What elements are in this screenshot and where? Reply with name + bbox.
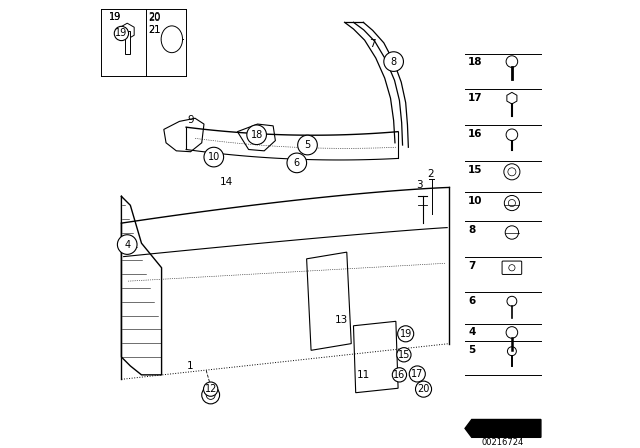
- Text: 6: 6: [294, 158, 300, 168]
- Circle shape: [397, 348, 411, 362]
- Text: 21: 21: [148, 26, 161, 35]
- Text: 20: 20: [148, 12, 161, 22]
- Text: 5: 5: [468, 345, 476, 355]
- Text: 19: 19: [109, 12, 122, 22]
- Text: 19: 19: [115, 29, 127, 39]
- Text: 9: 9: [188, 115, 194, 125]
- Text: 12: 12: [204, 384, 217, 394]
- Circle shape: [204, 147, 223, 167]
- Text: 6: 6: [468, 296, 476, 306]
- Text: 18: 18: [468, 57, 483, 68]
- Text: 1: 1: [188, 361, 194, 371]
- Text: 17: 17: [411, 369, 424, 379]
- Circle shape: [287, 153, 307, 172]
- Text: 10: 10: [207, 152, 220, 162]
- Bar: [125, 31, 130, 54]
- Text: 15: 15: [397, 350, 410, 360]
- Circle shape: [298, 135, 317, 155]
- Text: 17: 17: [468, 93, 483, 103]
- Circle shape: [415, 381, 431, 397]
- Text: 3: 3: [416, 180, 422, 190]
- Polygon shape: [465, 419, 541, 437]
- Text: 16: 16: [468, 129, 483, 139]
- Text: 16: 16: [394, 370, 406, 380]
- Circle shape: [384, 52, 403, 71]
- Text: 14: 14: [220, 177, 233, 187]
- Text: 18: 18: [250, 130, 263, 140]
- Text: 5: 5: [305, 140, 310, 150]
- Circle shape: [117, 235, 137, 254]
- Circle shape: [202, 386, 220, 404]
- Circle shape: [115, 26, 129, 41]
- Circle shape: [397, 326, 413, 342]
- Circle shape: [409, 366, 426, 382]
- Text: 00216724: 00216724: [482, 438, 524, 447]
- FancyBboxPatch shape: [502, 261, 522, 275]
- Circle shape: [392, 368, 406, 382]
- Text: 20: 20: [417, 384, 429, 394]
- Text: 11: 11: [357, 370, 371, 380]
- Text: 7: 7: [369, 39, 376, 49]
- Text: 15: 15: [468, 164, 483, 175]
- Text: 4: 4: [124, 240, 131, 250]
- Text: 8: 8: [390, 56, 397, 67]
- Text: 20: 20: [148, 13, 161, 23]
- Text: 7: 7: [468, 261, 476, 271]
- Ellipse shape: [161, 26, 182, 53]
- Text: 8: 8: [468, 225, 476, 235]
- Text: 2: 2: [428, 169, 434, 179]
- Text: 10: 10: [468, 196, 483, 206]
- Circle shape: [247, 125, 266, 145]
- Text: 21: 21: [148, 26, 161, 35]
- Circle shape: [204, 382, 218, 396]
- Text: 19: 19: [399, 329, 412, 339]
- Text: 19: 19: [109, 12, 122, 22]
- Text: 13: 13: [335, 315, 348, 325]
- Text: 4: 4: [468, 327, 476, 337]
